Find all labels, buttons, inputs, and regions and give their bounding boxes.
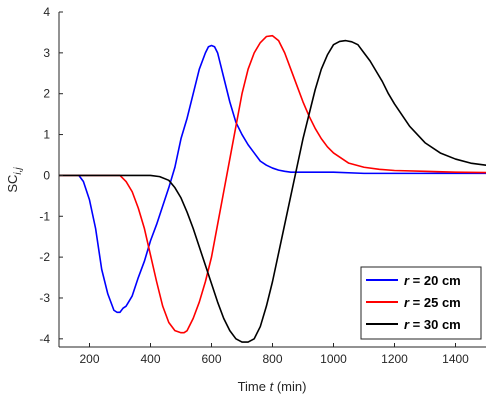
x-tick-label: 400 [140,352,160,366]
legend-label-1: r = 20 cm [404,273,461,288]
series-line-2 [59,34,486,334]
y-tick-label: 2 [43,87,50,101]
y-axis-label: SCi,j [5,167,24,193]
x-tick-label: 800 [262,352,282,366]
x-tick-label: 1200 [381,352,408,366]
y-tick-label: -1 [39,209,50,223]
y-tick-label: -3 [39,291,50,305]
y-tick-label: 0 [43,168,50,182]
legend-label-2: r = 25 cm [404,295,461,310]
y-tick-label: 3 [43,46,50,60]
y-tick-label: -4 [39,332,50,346]
x-tick-label: 600 [201,352,221,366]
y-tick-label: -2 [39,250,50,264]
x-axis-label: Time t (min) [238,379,307,394]
series-line-3 [59,39,486,343]
x-tick-label: 1400 [442,352,469,366]
x-tick-label: 200 [79,352,99,366]
legend: r = 20 cm r = 25 cm r = 30 cm [360,266,482,340]
x-tick-label: 1000 [320,352,347,366]
y-tick-label: 1 [43,128,50,142]
y-tick-label: 4 [43,5,50,19]
legend-label-3: r = 30 cm [404,317,461,332]
